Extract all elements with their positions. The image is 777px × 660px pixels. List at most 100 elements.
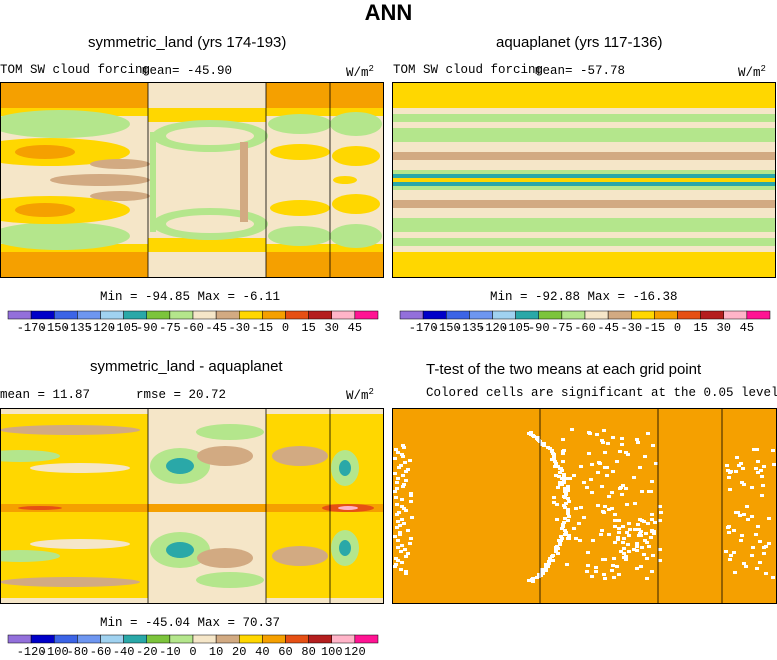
insignificant-cell [746,518,750,521]
insignificant-cell [754,533,758,536]
insignificant-cell [402,446,406,449]
colorbar-swatch [584,310,609,320]
insignificant-cell [636,441,640,444]
insignificant-cell [622,547,626,550]
insignificant-cell [607,533,611,536]
colorbar-tick-label: -30 [620,321,642,335]
colorbar-tick-label: -15 [644,321,666,335]
insignificant-cell [735,456,739,459]
contour-blob [166,458,194,474]
insignificant-cell [617,573,621,576]
panel1-map [0,82,384,278]
insignificant-cell [621,541,625,544]
insignificant-cell [738,514,742,517]
colorbar-swatch [746,310,771,320]
insignificant-cell [562,504,566,507]
insignificant-cell [600,485,604,488]
insignificant-cell [603,577,607,580]
contour-blob [330,224,382,248]
colorbar-tick-label: -10 [159,645,181,659]
insignificant-cell [395,513,399,516]
insignificant-cell [586,551,590,554]
insignificant-cell [558,481,562,484]
insignificant-cell [724,550,728,553]
insignificant-cell [570,428,574,431]
insignificant-cell [599,533,603,536]
insignificant-cell [566,485,570,488]
insignificant-cell [602,573,606,576]
insignificant-cell [551,559,555,562]
contour-blob [90,191,150,201]
colorbar-swatch [146,310,171,320]
colorbar-tick-label: -75 [551,321,573,335]
insignificant-cell [562,479,566,482]
colorbar-swatch [123,634,147,644]
insignificant-cell [624,555,628,558]
insignificant-cell [588,432,592,435]
insignificant-cell [564,493,568,496]
insignificant-cell [725,464,729,467]
insignificant-cell [394,563,398,566]
colorbar-swatch [354,310,379,320]
insignificant-cell [396,477,400,480]
insignificant-cell [554,474,558,477]
insignificant-cell [618,450,622,453]
colorbar-swatch [631,310,655,320]
colorbar-swatch [469,310,493,320]
insignificant-cell [600,439,604,442]
insignificant-cell [397,466,401,469]
contour-blob [268,226,332,246]
insignificant-cell [626,453,630,456]
insignificant-cell [400,453,404,456]
insignificant-cell [772,463,776,466]
colorbar-swatch [354,634,379,644]
insignificant-cell [639,530,643,533]
colorbar-swatch [239,634,263,644]
insignificant-cell [565,563,569,566]
panel1-units: W/m2 [346,64,374,81]
panel3-rmse: rmse = 20.72 [136,388,227,402]
insignificant-cell [745,505,749,508]
insignificant-cell [628,528,632,531]
insignificant-cell [646,432,650,435]
insignificant-cell [552,496,556,499]
insignificant-cell [603,466,607,469]
zonal-band [392,252,776,278]
contour-blob [330,112,382,136]
colorbar-swatch [262,310,286,320]
contour-blob [166,127,254,145]
insignificant-cell [589,478,593,481]
insignificant-cell [624,451,628,454]
colorbar-swatch [331,310,356,320]
insignificant-cell [550,450,554,453]
contour-blob [166,542,194,558]
map-frame [392,82,776,278]
insignificant-cell [616,536,620,539]
colorbar-tick-label: -135 [455,321,484,335]
insignificant-cell [566,487,570,490]
insignificant-cell [560,537,564,540]
zonal-band [392,186,776,190]
contour-blob [0,550,60,562]
insignificant-cell [752,448,756,451]
insignificant-cell [602,429,606,432]
panel1-title: symmetric_land (yrs 174-193) [88,34,287,51]
contour-band [0,598,384,604]
panel2-mean: mean= -57.78 [535,64,626,78]
insignificant-cell [563,496,567,499]
insignificant-cell [616,538,620,541]
insignificant-cell [635,545,639,548]
contour-blob [270,200,330,216]
insignificant-cell [567,515,571,518]
insignificant-cell [552,501,556,504]
colorbar-swatch [192,634,217,644]
insignificant-cell [561,452,565,455]
colorbar-swatch [723,310,748,320]
insignificant-cell [756,460,760,463]
insignificant-cell [552,453,556,456]
insignificant-cell [758,540,762,543]
insignificant-cell [404,509,408,512]
insignificant-cell [401,485,405,488]
insignificant-cell [566,510,570,513]
panel1-colorbar: -170-150-135-120-105-90 -75 -60 -45 -30 -15 0 1… [7,310,379,335]
